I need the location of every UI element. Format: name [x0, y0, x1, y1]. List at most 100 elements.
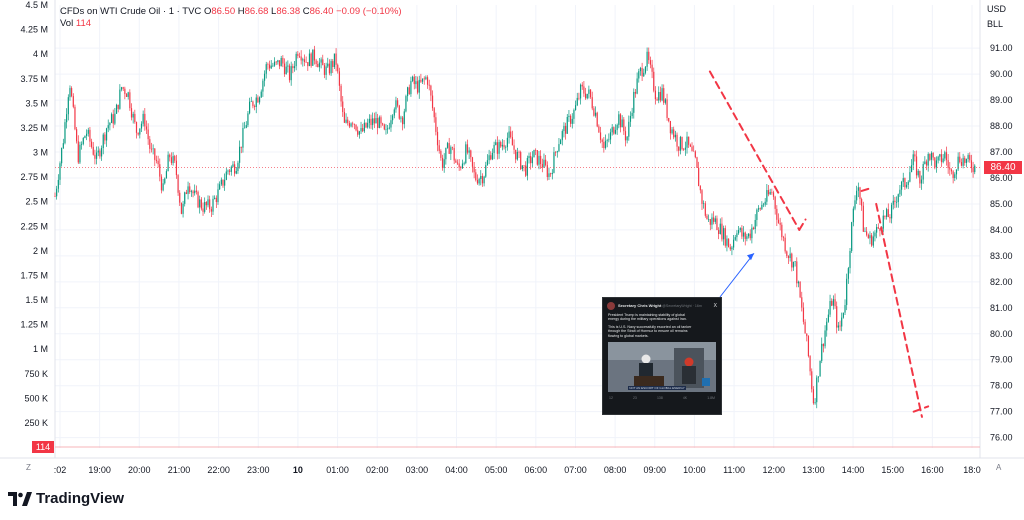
candle-body — [776, 208, 778, 220]
candle-body — [436, 131, 439, 146]
candle-body — [461, 163, 464, 169]
candle-body — [664, 99, 666, 103]
candle-body — [295, 53, 297, 67]
candle-body — [253, 106, 256, 108]
candle-body — [641, 67, 643, 77]
candle-body — [556, 151, 558, 153]
price-tick-label: 82.00 — [990, 277, 1013, 287]
candle-body — [71, 88, 73, 97]
candle-body — [448, 143, 450, 154]
candle-body — [66, 114, 68, 123]
candle-body — [155, 159, 158, 161]
open-label: O — [203, 6, 212, 17]
candle-body — [516, 151, 518, 160]
candle-body — [450, 147, 452, 154]
auto-scale-button[interactable]: A — [996, 463, 1002, 472]
candle-body — [940, 154, 943, 163]
candle-body — [220, 179, 222, 185]
candle-body — [217, 189, 219, 203]
candle-body — [801, 297, 803, 308]
candle-body — [122, 87, 124, 89]
candle-body — [209, 199, 211, 210]
candle-body — [969, 155, 971, 161]
candle-body — [323, 65, 326, 75]
candle-body — [945, 152, 948, 161]
candle-body — [119, 89, 121, 109]
candle-body — [345, 119, 347, 123]
candle-body — [663, 88, 665, 103]
candle-body — [604, 140, 607, 149]
candle-body — [569, 115, 572, 124]
candle-body — [560, 140, 562, 145]
candle-body — [651, 64, 653, 72]
candle-body — [230, 166, 232, 172]
candle-body — [229, 170, 231, 172]
candle-body — [523, 165, 525, 166]
volume-tick-label: 4.25 M — [20, 25, 48, 35]
candle-body — [277, 60, 279, 63]
candle-body — [914, 154, 916, 157]
candle-body — [463, 163, 465, 164]
candle-body — [698, 167, 700, 187]
tradingview-brand[interactable]: TradingView — [8, 490, 124, 507]
candle-body — [152, 148, 154, 150]
annotation-dashed-line — [860, 187, 871, 192]
currency-selector[interactable]: USD BLL — [987, 4, 1023, 29]
candle-body — [385, 129, 387, 130]
candle-body — [812, 389, 815, 404]
tweet-line: This is U.S. Navy successfully escorted … — [608, 324, 692, 329]
candle-body — [541, 163, 543, 168]
candle-body — [535, 149, 537, 151]
volume-tick-label: 4 M — [33, 49, 48, 59]
time-tick-label: 22:00 — [207, 465, 230, 475]
volume-tick-label: 1 M — [33, 344, 48, 354]
high-value: 86.68 — [244, 6, 269, 17]
candle-body — [495, 142, 497, 145]
candle-body — [654, 90, 657, 100]
price-tick-label: 91.00 — [990, 43, 1013, 53]
candle-body — [809, 356, 811, 372]
candle-body — [789, 253, 791, 259]
tweet-line: flowing to global markets. — [608, 333, 649, 338]
candle-body — [64, 122, 66, 144]
candle-body — [861, 199, 863, 206]
close-label: C — [302, 6, 310, 17]
candle-body — [757, 208, 760, 210]
candle-body — [177, 175, 179, 193]
time-tick-label: 08:00 — [604, 465, 627, 475]
candle-body — [566, 117, 568, 134]
candle-body — [353, 124, 355, 125]
candle-body — [268, 64, 271, 69]
candle-body — [340, 85, 342, 102]
candle-body — [628, 121, 630, 137]
candle-body — [480, 175, 482, 180]
candle-body — [910, 165, 913, 173]
candle-body — [892, 200, 894, 205]
candle-body — [287, 65, 289, 67]
close-value: 86.40 — [309, 6, 334, 17]
candle-body — [185, 192, 187, 194]
candle-body — [586, 93, 588, 99]
candle-body — [703, 203, 705, 204]
candle-body — [869, 235, 871, 239]
tweet-screenshot: Secretary Chris Wright @SecretaryWright … — [602, 297, 722, 415]
candle-body — [889, 217, 891, 219]
reply-count: 12 — [609, 396, 613, 401]
tweet-line: President Trump is maintaining stability… — [608, 313, 685, 317]
symbol-title[interactable]: CFDs on WTI Crude Oil · 1 · TVC — [60, 6, 202, 17]
candle-body — [589, 89, 592, 98]
low-value: 86.38 — [276, 6, 301, 17]
candle-body — [406, 87, 409, 97]
time-tick-label: 13:00 — [802, 465, 825, 475]
candle-body — [742, 232, 745, 237]
candle-body — [626, 136, 628, 141]
zoom-button[interactable]: Z — [26, 463, 31, 472]
candle-body — [794, 261, 796, 263]
candle-body — [455, 160, 457, 163]
candle-body — [761, 204, 763, 210]
candle-body — [847, 268, 849, 279]
candle-body — [553, 152, 555, 173]
candle-body — [117, 104, 119, 109]
candle-body — [836, 306, 838, 328]
